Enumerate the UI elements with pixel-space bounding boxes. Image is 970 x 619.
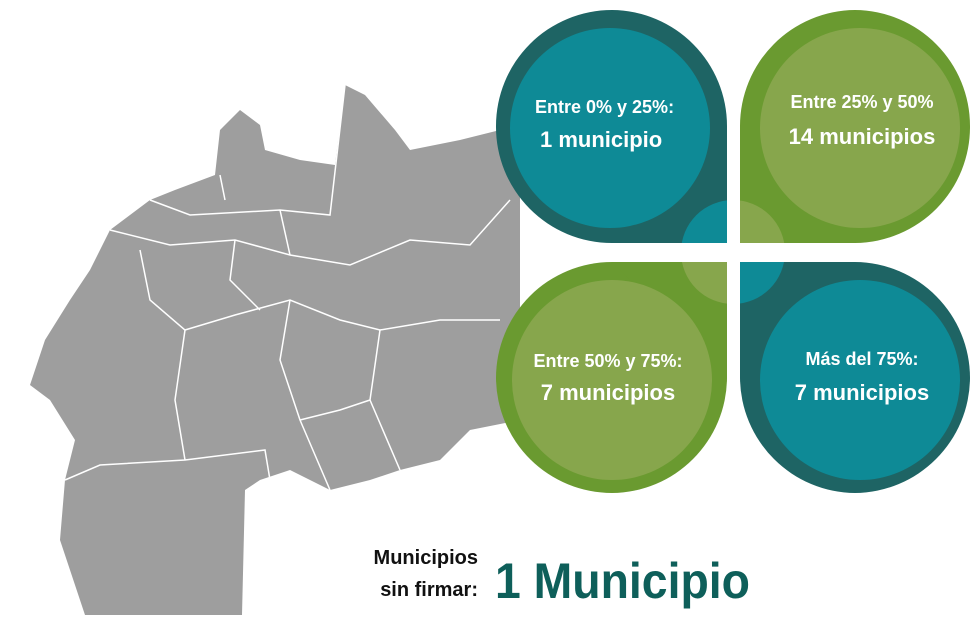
quadrant-label: Entre 25% y 50% — [790, 92, 933, 112]
petals — [495, 0, 970, 520]
quadrant-label: Entre 0% y 25%: — [535, 97, 674, 117]
map — [30, 84, 520, 615]
quadrant-count: 7 municipios — [795, 380, 929, 405]
quadrant-count: 7 municipios — [541, 380, 675, 405]
quadrant-count: 14 municipios — [789, 124, 936, 149]
footer-value: 1 Municipio — [495, 553, 750, 609]
quadrant-label: Entre 50% y 75%: — [533, 351, 682, 371]
footer-label: sin firmar: — [380, 579, 478, 601]
footer-label: Municipios — [374, 547, 478, 569]
quadrant-count: 1 municipio — [540, 127, 662, 152]
quadrant-label: Más del 75%: — [805, 349, 918, 369]
